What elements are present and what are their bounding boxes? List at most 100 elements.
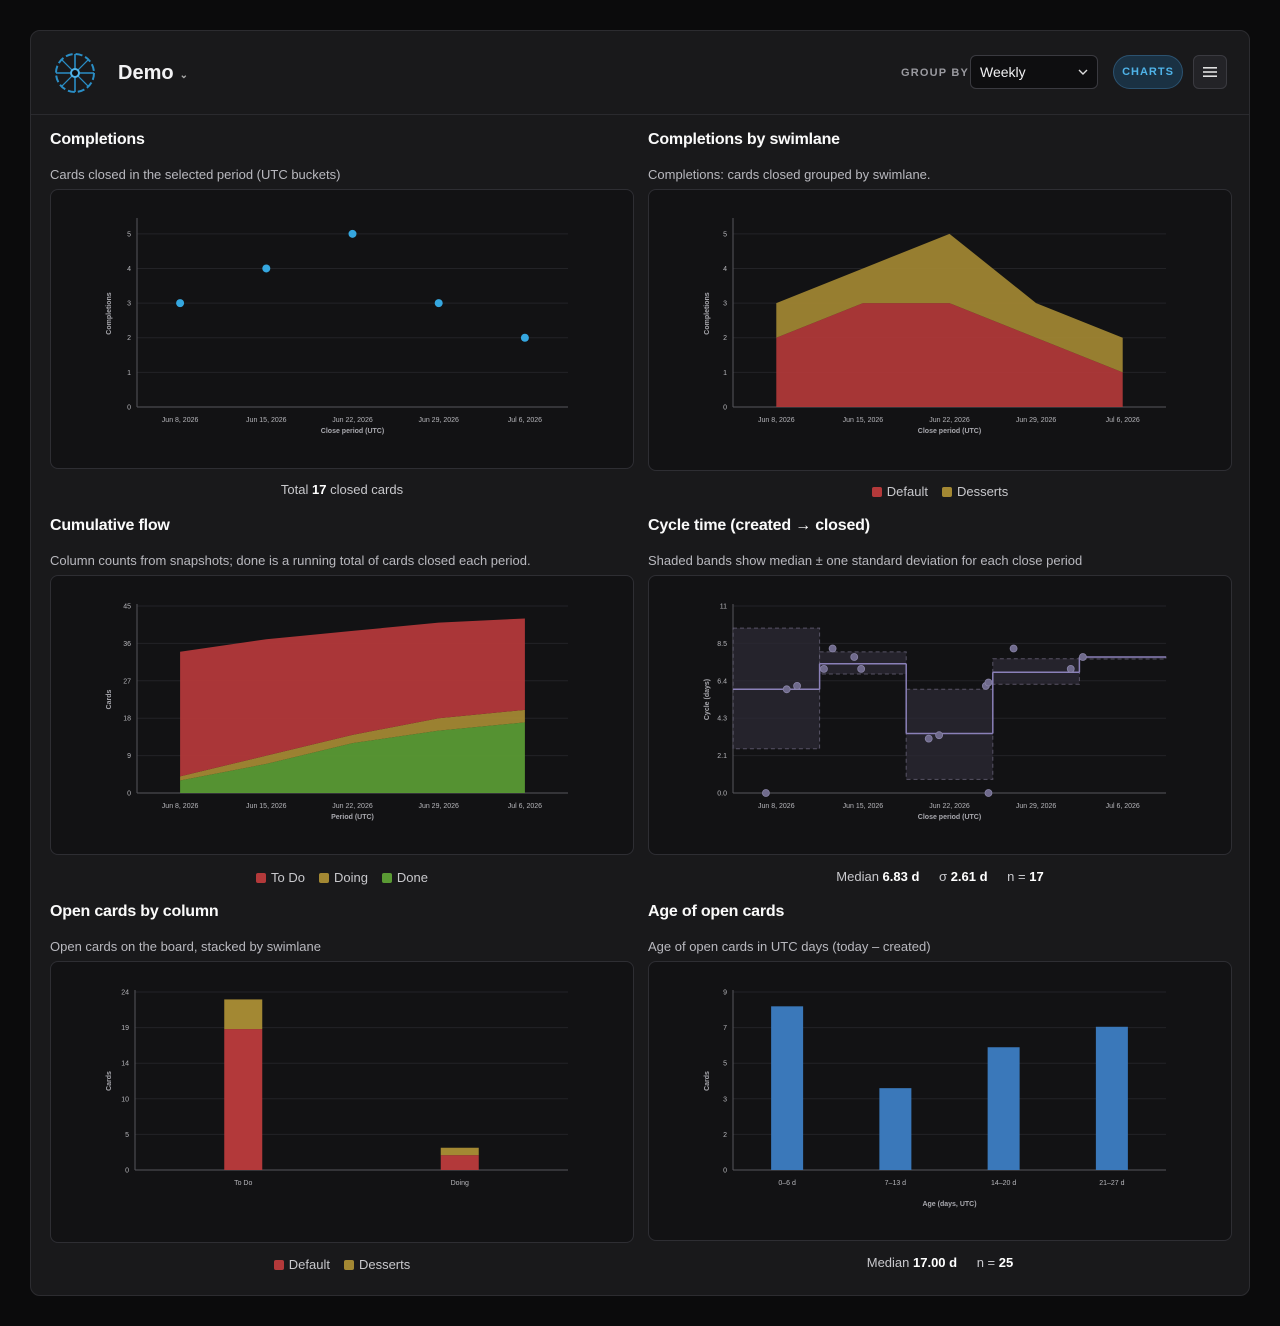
completions-total: Total 17 closed cards [50, 482, 634, 497]
y-tick-label: 5 [127, 231, 131, 238]
x-tick-label: Jul 6, 2026 [1106, 803, 1140, 810]
logo-icon[interactable] [53, 51, 97, 95]
y-tick-label: 14 [121, 1061, 129, 1068]
x-axis-label: Close period (UTC) [321, 428, 384, 435]
x-tick-label: Jul 6, 2026 [508, 803, 542, 810]
data-point [782, 685, 791, 694]
cycle-chart-svg: 0.0 2.1 4.3 6.4 8.5 11 Cycle (days) Close perio… [704, 604, 1167, 821]
panel-title: Age of open cards [648, 903, 785, 920]
age-panel: Age of open cards Age of open cards in U… [648, 903, 1232, 1270]
data-point [1009, 644, 1018, 653]
completions-chart-svg: 0 1 2 3 4 5 Completions Close period (UTC) Jun 8… [106, 218, 568, 435]
area-series-doing [180, 709, 525, 781]
x-tick-label: Jun 29, 2026 [418, 803, 459, 810]
legend-item-default[interactable]: Default [871, 484, 928, 499]
x-tick-label: 14–20 d [991, 1180, 1016, 1187]
x-tick-label: Jul 6, 2026 [1106, 417, 1140, 424]
cycle-panel: Cycle time (created → closed) Shaded ban… [648, 517, 1232, 884]
data-point [984, 789, 993, 797]
data-point [762, 789, 770, 797]
panel-subtitle: Age of open cards in UTC days (today – c… [648, 939, 931, 954]
legend-swatch [381, 872, 392, 883]
age-chart-svg: 0 2 3 5 7 9 Cards Age (days, UTC) 0–6 d 7–13 d 14–… [704, 990, 1166, 1208]
legend-label: Default [288, 1257, 330, 1272]
legend-item-done[interactable]: Done [381, 870, 428, 885]
board-switcher[interactable]: Demo ⌄ [118, 62, 188, 85]
legend-label: To Do [270, 870, 305, 885]
panel-subtitle: Cards closed in the selected period (UTC… [50, 167, 341, 182]
y-tick-label: 18 [123, 716, 131, 723]
legend-item-default[interactable]: Default [273, 1257, 330, 1272]
age-chart: 0 2 3 5 7 9 Cards Age (days, UTC) 0–6 d 7–13 d 14–… [648, 961, 1232, 1241]
y-axis-label: Cycle (days) [704, 679, 711, 720]
x-tick-label: Jun 29, 2026 [1016, 803, 1057, 810]
data-point [793, 682, 801, 690]
median-value: 6.83 d [882, 869, 920, 884]
y-tick-label: 8.5 [717, 641, 727, 648]
legend-label: Doing [333, 870, 368, 885]
y-tick-label: 5 [723, 1061, 727, 1068]
data-point [434, 299, 443, 308]
y-tick-label: 2 [723, 1132, 727, 1139]
legend-item-desserts[interactable]: Desserts [941, 484, 1008, 499]
sigma-label: σ [939, 869, 948, 884]
total-value: 17 [312, 482, 327, 497]
x-axis-label: Close period (UTC) [918, 814, 981, 821]
median-label: Median [836, 869, 879, 884]
panel-title: Completions by swimlane [648, 131, 840, 148]
hamburger-menu-icon [1203, 67, 1217, 77]
open-panel: Open cards by column Open cards on the b… [50, 903, 634, 1272]
cfd-legend: To Do Doing Done [50, 870, 634, 885]
charts-button[interactable]: CHARTS [1113, 55, 1183, 89]
n-value: 17 [1029, 869, 1044, 884]
swimlane-chart: 0 1 2 3 4 5 Completions Close period (UTC) Jun 8… [648, 189, 1232, 471]
data-point [1066, 665, 1075, 673]
y-tick-label: 2 [723, 335, 727, 342]
x-tick-label: Jun 29, 2026 [418, 417, 459, 424]
median-label: Median [866, 1255, 910, 1270]
data-point [935, 731, 944, 740]
y-tick-label: 2 [127, 335, 131, 342]
y-tick-label: 5 [723, 231, 727, 238]
swimlane-chart-svg: 0 1 2 3 4 5 Completions Close period (UTC) Jun 8… [704, 218, 1166, 435]
legend-item-todo[interactable]: To Do [255, 870, 305, 885]
panel-subtitle: Completions: cards closed grouped by swi… [648, 167, 931, 182]
y-tick-label: 2.1 [717, 753, 727, 760]
group-by-select[interactable]: Weekly [970, 55, 1098, 89]
std-band [732, 627, 821, 750]
bar-default [440, 1155, 479, 1170]
open-chart-svg: 0 5 10 14 19 24 Cards To Do Doing [106, 990, 568, 1187]
x-tick-label: Jun 22, 2026 [332, 803, 373, 810]
data-point [984, 678, 993, 687]
cycle-chart: 0.0 2.1 4.3 6.4 8.5 11 Cycle (days) Close perio… [648, 575, 1232, 855]
bar-default [224, 1029, 263, 1170]
data-point [520, 333, 529, 342]
n-label: n = [1007, 869, 1026, 884]
legend-swatch [941, 486, 952, 497]
histogram-bar [987, 1047, 1020, 1170]
legend-swatch [255, 872, 266, 883]
std-band [819, 651, 907, 675]
x-tick-label: Doing [451, 1180, 469, 1187]
x-tick-label: Jun 8, 2026 [758, 417, 795, 424]
y-tick-label: 1 [723, 370, 727, 377]
area-series-desserts [776, 233, 1123, 373]
y-tick-label: 4 [127, 266, 131, 273]
panel-title: Completions [50, 131, 145, 148]
area-series-to-do [180, 618, 525, 777]
y-axis-label: Cards [704, 1071, 711, 1091]
y-tick-label: 9 [127, 753, 131, 760]
y-tick-label: 7 [723, 1025, 727, 1032]
y-tick-label: 11 [720, 604, 727, 611]
data-point [1078, 653, 1087, 661]
menu-button[interactable] [1193, 55, 1227, 89]
y-tick-label: 3 [723, 1096, 727, 1103]
x-tick-label: Jun 8, 2026 [162, 803, 199, 810]
legend-item-doing[interactable]: Doing [318, 870, 368, 885]
legend-item-desserts[interactable]: Desserts [343, 1257, 410, 1272]
legend-swatch [343, 1259, 354, 1270]
x-tick-label: 7–13 d [885, 1180, 907, 1187]
panel-subtitle: Shaded bands show median ± one standard … [648, 553, 1083, 568]
completions-panel: Completions Cards closed in the selected… [50, 131, 634, 497]
data-point [820, 665, 828, 673]
